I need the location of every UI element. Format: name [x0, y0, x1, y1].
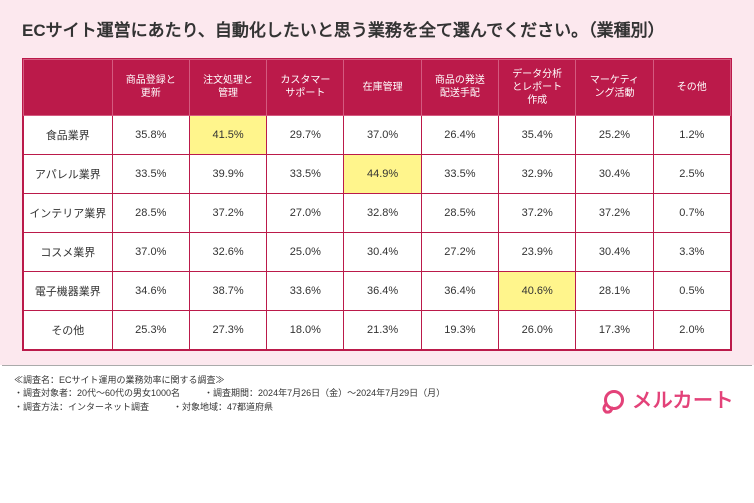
data-cell: 41.5% — [189, 115, 266, 154]
data-cell: 2.5% — [653, 154, 730, 193]
footer-notes: ≪調査名：ECサイト運用の業務効率に関する調査≫ ・調査対象者：20代〜60代の… — [2, 365, 752, 421]
data-cell: 21.3% — [344, 310, 421, 349]
data-cell: 28.1% — [576, 271, 653, 310]
row-header: 電子機器業界 — [24, 271, 113, 310]
table-row: インテリア業界28.5%37.2%27.0%32.8%28.5%37.2%37.… — [24, 193, 731, 232]
data-cell: 37.2% — [576, 193, 653, 232]
table-corner-cell — [24, 59, 113, 115]
data-cell: 32.9% — [499, 154, 576, 193]
data-cell: 32.8% — [344, 193, 421, 232]
column-header: 商品登録と更新 — [112, 59, 189, 115]
data-cell: 30.4% — [576, 232, 653, 271]
table-row: 食品業界35.8%41.5%29.7%37.0%26.4%35.4%25.2%1… — [24, 115, 731, 154]
table-row: その他25.3%27.3%18.0%21.3%19.3%26.0%17.3%2.… — [24, 310, 731, 349]
data-cell: 28.5% — [421, 193, 498, 232]
data-cell: 30.4% — [344, 232, 421, 271]
data-cell: 0.5% — [653, 271, 730, 310]
table-row: コスメ業界37.0%32.6%25.0%30.4%27.2%23.9%30.4%… — [24, 232, 731, 271]
data-cell: 39.9% — [189, 154, 266, 193]
data-cell: 17.3% — [576, 310, 653, 349]
data-cell: 3.3% — [653, 232, 730, 271]
data-cell: 40.6% — [499, 271, 576, 310]
data-cell: 32.6% — [189, 232, 266, 271]
data-cell: 29.7% — [267, 115, 344, 154]
data-cell: 34.6% — [112, 271, 189, 310]
footer-line-2b: ・調査期間：2024年7月26日（金）〜2024年7月29日（月） — [204, 387, 445, 401]
data-cell: 37.0% — [344, 115, 421, 154]
data-cell: 25.0% — [267, 232, 344, 271]
row-header: その他 — [24, 310, 113, 349]
row-header: アパレル業界 — [24, 154, 113, 193]
data-table: 商品登録と更新注文処理と管理カスタマーサポート在庫管理商品の発送配送手配データ分… — [23, 59, 731, 350]
data-cell: 33.5% — [421, 154, 498, 193]
row-header: コスメ業界 — [24, 232, 113, 271]
data-cell: 33.6% — [267, 271, 344, 310]
data-cell: 44.9% — [344, 154, 421, 193]
data-cell: 37.2% — [499, 193, 576, 232]
footer-line-3a: ・調査方法：インターネット調査 — [14, 401, 149, 415]
data-cell: 33.5% — [112, 154, 189, 193]
data-cell: 33.5% — [267, 154, 344, 193]
footer-line-3b: ・対象地域：47都道府県 — [173, 401, 273, 415]
data-cell: 36.4% — [344, 271, 421, 310]
data-cell: 27.3% — [189, 310, 266, 349]
column-header: その他 — [653, 59, 730, 115]
table-row: 電子機器業界34.6%38.7%33.6%36.4%36.4%40.6%28.1… — [24, 271, 731, 310]
column-header: 在庫管理 — [344, 59, 421, 115]
chart-title: ECサイト運営にあたり、自動化したいと思う業務を全て選んでください。（業種別） — [22, 18, 732, 44]
logo-mark-icon — [600, 387, 628, 415]
data-cell: 28.5% — [112, 193, 189, 232]
brand-logo: メルカート — [600, 386, 734, 416]
data-cell: 37.2% — [189, 193, 266, 232]
data-cell: 1.2% — [653, 115, 730, 154]
data-cell: 26.0% — [499, 310, 576, 349]
column-header: 商品の発送配送手配 — [421, 59, 498, 115]
data-cell: 26.4% — [421, 115, 498, 154]
data-table-wrap: 商品登録と更新注文処理と管理カスタマーサポート在庫管理商品の発送配送手配データ分… — [22, 58, 732, 351]
data-cell: 37.0% — [112, 232, 189, 271]
data-cell: 35.4% — [499, 115, 576, 154]
data-cell: 2.0% — [653, 310, 730, 349]
chart-area: ECサイト運営にあたり、自動化したいと思う業務を全て選んでください。（業種別） … — [0, 0, 754, 365]
data-cell: 36.4% — [421, 271, 498, 310]
column-header: データ分析とレポート作成 — [499, 59, 576, 115]
footer-line-1: ≪調査名：ECサイト運用の業務効率に関する調査≫ — [14, 374, 740, 388]
data-cell: 18.0% — [267, 310, 344, 349]
data-cell: 23.9% — [499, 232, 576, 271]
data-cell: 0.7% — [653, 193, 730, 232]
logo-text: メルカート — [632, 386, 734, 416]
column-header: 注文処理と管理 — [189, 59, 266, 115]
data-cell: 35.8% — [112, 115, 189, 154]
column-header: カスタマーサポート — [267, 59, 344, 115]
data-cell: 19.3% — [421, 310, 498, 349]
footer-line-2a: ・調査対象者：20代〜60代の男女1000名 — [14, 387, 180, 401]
data-cell: 38.7% — [189, 271, 266, 310]
data-cell: 27.2% — [421, 232, 498, 271]
row-header: インテリア業界 — [24, 193, 113, 232]
column-header: マーケティング活動 — [576, 59, 653, 115]
table-row: アパレル業界33.5%39.9%33.5%44.9%33.5%32.9%30.4… — [24, 154, 731, 193]
row-header: 食品業界 — [24, 115, 113, 154]
data-cell: 25.3% — [112, 310, 189, 349]
data-cell: 30.4% — [576, 154, 653, 193]
data-cell: 25.2% — [576, 115, 653, 154]
data-cell: 27.0% — [267, 193, 344, 232]
